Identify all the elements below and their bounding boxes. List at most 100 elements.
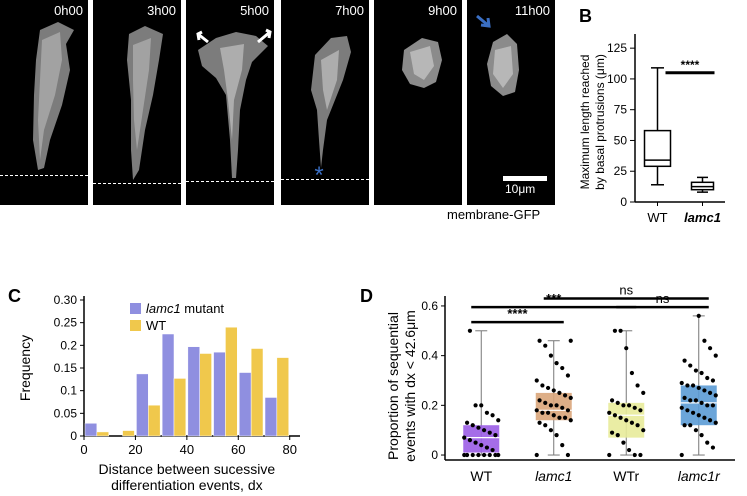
significance-label: ns [619,282,633,297]
data-point [540,383,545,388]
legend-swatch [130,320,141,331]
scale-bar-label: 10μm [505,182,536,196]
data-point [693,398,699,403]
y-tick-label: 0 [620,195,627,209]
data-point [568,338,573,343]
data-point [693,368,699,373]
data-point [543,343,548,348]
data-point [537,420,542,425]
data-point [624,346,629,351]
timelapse-frame-9h: 9h00 [374,0,462,205]
data-point [548,353,554,358]
data-point [557,415,562,420]
data-point [710,378,716,383]
y-tick-label: 0 [431,448,438,462]
data-point [629,420,635,425]
blue-arrow [476,14,491,28]
y-axis-label: Frequency [17,335,33,401]
data-point [464,452,470,458]
data-point [496,452,501,458]
data-point [562,415,568,420]
histogram-bar [96,431,109,437]
histogram-bar [136,373,149,437]
x-tick-label: 20 [128,442,142,457]
membrane-gfp-caption: membrane-GFP [447,207,541,222]
frame-time-label: 9h00 [428,3,457,18]
significance-label: **** [507,306,528,321]
data-point [685,408,690,413]
histogram-bar [199,353,212,437]
data-point [612,328,618,333]
legend-label: lamc1 mutant [146,301,224,316]
x-tick-label: lamc1r [678,468,721,484]
data-point [484,410,490,415]
white-arrow-right [257,28,272,44]
data-point [710,403,716,408]
data-point [621,440,626,445]
legend-swatch [130,303,141,314]
data-point [682,358,687,363]
data-point [476,452,481,458]
data-point [618,415,623,420]
data-point [696,313,701,318]
data-point [554,360,559,366]
data-point [626,447,632,453]
data-point [626,403,632,408]
x-tick-label: 60 [231,442,245,457]
data-point [565,452,571,458]
cell-image [196,28,272,178]
data-point [473,440,478,445]
data-point [679,405,684,410]
data-point [551,413,556,418]
data-point [707,346,713,351]
timelapse-frame-3h: 3h00 [93,0,181,205]
data-point [713,420,718,425]
data-point [543,400,548,405]
data-point [487,452,492,458]
data-point [568,418,573,423]
histogram-bar [148,404,161,437]
cell-image [127,26,163,180]
data-point [490,447,495,453]
legend-label-rest: mutant [181,301,225,316]
chart-c-histogram: 0 0.05 0.1 0.15 0.2 0.25 0.30 0 20 40 60 80 Frequenc… [17,293,300,493]
x-tick-label: WT [647,210,667,225]
y-tick-label: 0.1 [60,384,77,398]
data-point [693,428,699,433]
data-point [548,428,554,433]
data-point [615,433,620,438]
significance-label: **** [681,58,700,72]
y-axis-label: by basal protrusions (μm) [593,54,607,190]
frame-time-label: 11h00 [514,3,550,18]
data-point [560,365,565,371]
y-tick-label: 125 [607,41,627,55]
data-point [702,388,707,393]
x-tick-label: WT [470,468,492,484]
histogram-bar [239,372,252,437]
data-point [707,418,713,423]
data-point [641,428,646,433]
data-point [705,403,710,408]
cell-image [476,14,519,96]
data-point [562,393,568,398]
data-point [641,390,646,396]
data-point [534,408,539,413]
data-point [496,418,501,423]
y-tick-label: 25 [614,164,628,178]
data-point [618,328,623,333]
x-tick-label: 0 [80,442,87,457]
data-point [490,413,495,418]
panel-letter-d: D [360,286,373,306]
legend-label-italic: lamc1 [146,301,181,316]
data-point [705,375,710,381]
cell-image: * [311,36,351,189]
data-point [479,403,484,408]
data-point [484,445,490,450]
data-point [565,373,571,378]
data-point [462,435,467,440]
data-point [470,452,475,458]
histogram-bar [213,351,226,437]
y-tick-label: 0.2 [60,338,77,352]
data-point [713,393,718,398]
apical-baseline [0,175,88,176]
